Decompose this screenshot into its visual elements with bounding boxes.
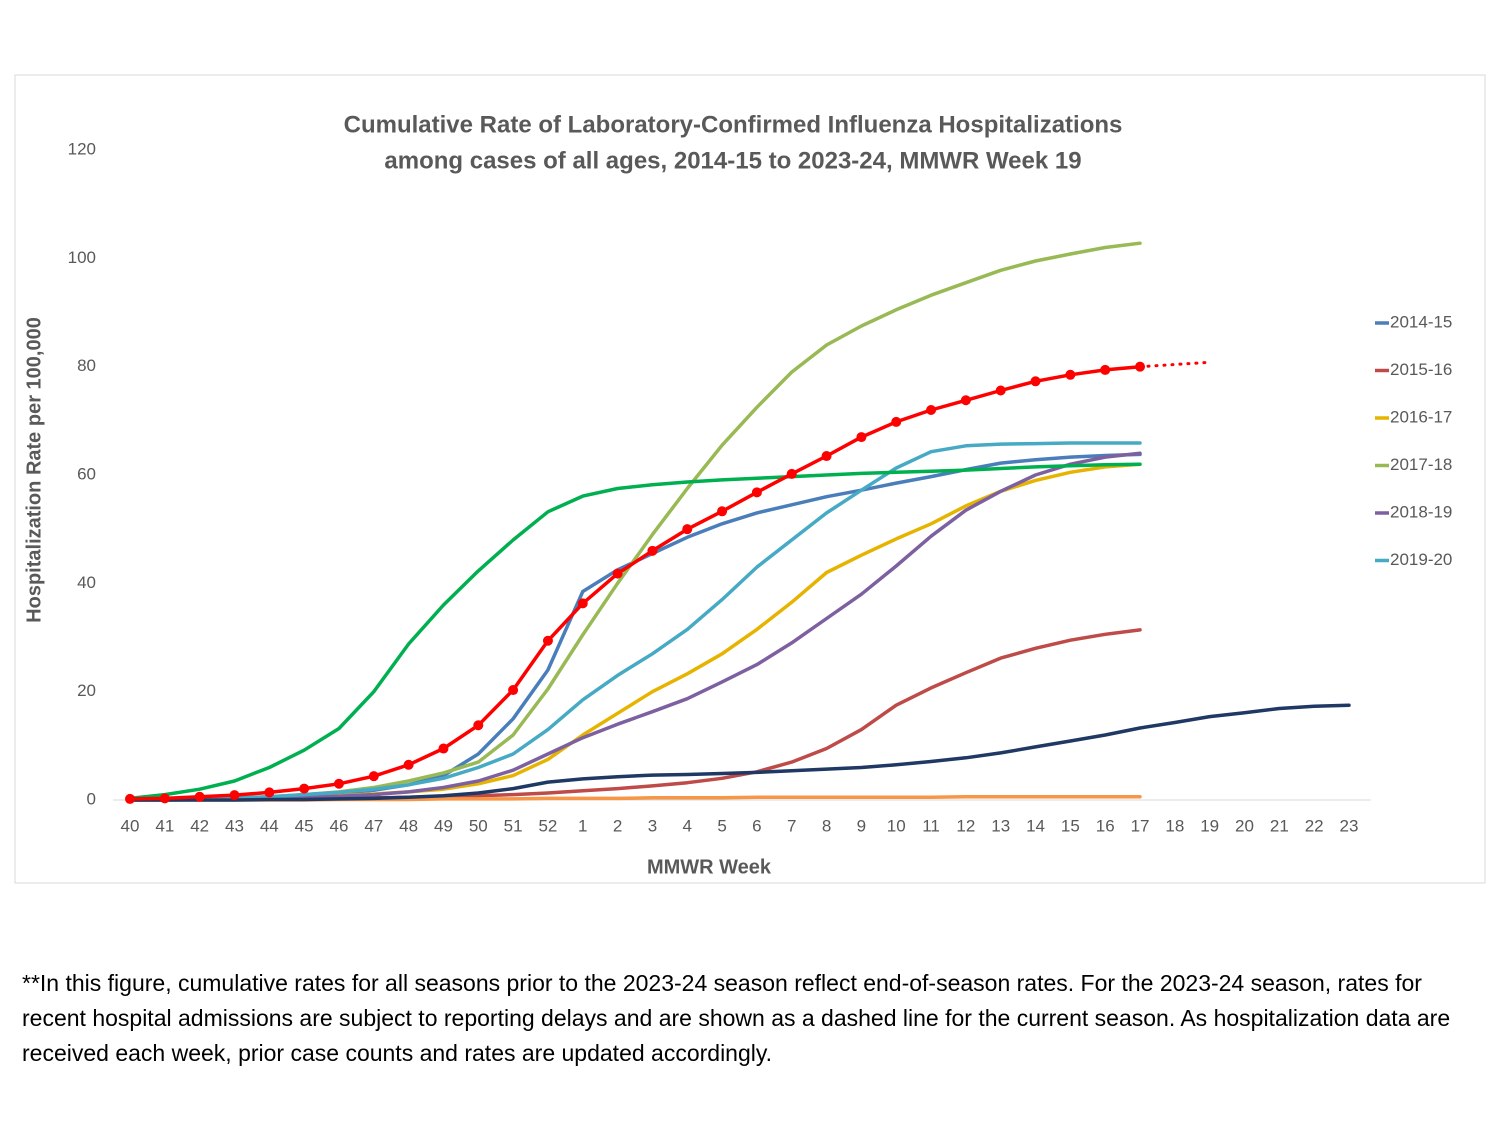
x-tick-label: 13 — [991, 816, 1010, 835]
point — [368, 771, 379, 782]
point — [438, 743, 449, 754]
point — [1030, 376, 1041, 387]
legend-label: 2019-20 — [1390, 550, 1452, 569]
series-line — [1138, 360, 1212, 369]
y-tick-label: 80 — [77, 356, 96, 375]
y-tick-label: 20 — [77, 681, 96, 700]
series-line — [128, 441, 1142, 802]
series-line — [128, 462, 1142, 801]
x-tick-label: 42 — [190, 816, 209, 835]
legend-label: 2017-18 — [1390, 455, 1452, 474]
point — [264, 787, 275, 798]
x-tick-label: 4 — [683, 816, 692, 835]
x-tick-label: 51 — [504, 816, 523, 835]
x-tick-label: 9 — [857, 816, 866, 835]
point — [1065, 369, 1076, 380]
point — [159, 793, 170, 804]
chart-title: Cumulative Rate of Laboratory-Confirmed … — [344, 111, 1123, 138]
point — [125, 793, 135, 804]
x-tick-label: 21 — [1270, 816, 1289, 835]
legend-label: 2015-16 — [1390, 360, 1452, 379]
point — [821, 451, 832, 462]
x-tick-label: 11 — [922, 816, 940, 835]
x-tick-label: 3 — [648, 816, 657, 835]
chart: Cumulative Rate of Laboratory-Confirmed … — [14, 74, 1486, 884]
legend-label: 2018-19 — [1390, 502, 1452, 521]
y-tick-label: 60 — [77, 464, 96, 483]
point — [682, 524, 693, 535]
series-line — [128, 703, 1351, 802]
x-tick-label: 2 — [613, 816, 622, 835]
chart-title: among cases of all ages, 2014-15 to 2023… — [384, 147, 1081, 174]
series-line — [128, 364, 1142, 801]
x-tick-label: 15 — [1061, 816, 1080, 835]
point — [926, 405, 937, 415]
y-tick-label: 100 — [68, 248, 96, 267]
series-line — [128, 451, 1142, 802]
point — [717, 506, 728, 517]
point — [508, 685, 519, 696]
point — [473, 720, 484, 731]
x-tick-label: 52 — [538, 816, 557, 835]
point — [299, 783, 310, 794]
point — [333, 778, 344, 789]
x-tick-label: 44 — [260, 816, 279, 835]
y-tick-label: 120 — [68, 139, 96, 158]
y-tick-label: 40 — [77, 573, 96, 592]
x-tick-label: 41 — [155, 816, 174, 835]
point — [751, 487, 762, 498]
point — [542, 635, 553, 646]
point — [194, 791, 205, 802]
x-tick-label: 20 — [1235, 816, 1254, 835]
point — [891, 416, 902, 427]
point — [612, 568, 623, 579]
x-tick-label: 6 — [752, 816, 761, 835]
x-tick-label: 1 — [578, 816, 587, 835]
x-tick-label: 18 — [1165, 816, 1184, 835]
point — [786, 468, 797, 479]
point — [1100, 364, 1111, 375]
point — [995, 385, 1006, 396]
legend-label: 2014-15 — [1390, 312, 1452, 331]
x-tick-label: 14 — [1026, 816, 1045, 835]
footnote: **In this figure, cumulative rates for a… — [22, 970, 1451, 1066]
x-tick-label: 47 — [364, 816, 383, 835]
x-tick-label: 19 — [1200, 816, 1219, 835]
x-tick-label: 7 — [787, 816, 796, 835]
x-tick-label: 16 — [1096, 816, 1115, 835]
x-tick-label: 40 — [121, 816, 140, 835]
x-tick-label: 23 — [1340, 816, 1359, 835]
y-tick-label: 0 — [87, 789, 96, 808]
point — [960, 395, 971, 406]
point — [229, 790, 240, 801]
point — [403, 759, 414, 770]
x-tick-label: 8 — [822, 816, 831, 835]
x-axis-label: MMWR Week — [647, 856, 772, 878]
x-tick-label: 46 — [330, 816, 349, 835]
point — [577, 598, 588, 609]
x-tick-label: 45 — [295, 816, 314, 835]
y-axis-label: Hospitalization Rate per 100,000 — [23, 317, 45, 623]
x-tick-label: 50 — [469, 816, 488, 835]
x-tick-label: 17 — [1131, 816, 1150, 835]
point — [647, 545, 658, 556]
x-tick-label: 5 — [717, 816, 726, 835]
x-tick-label: 43 — [225, 816, 244, 835]
legend-label: 2016-17 — [1390, 407, 1452, 426]
x-tick-label: 48 — [399, 816, 418, 835]
x-tick-label: 49 — [434, 816, 453, 835]
point — [856, 432, 867, 443]
x-tick-label: 10 — [887, 816, 906, 835]
x-tick-label: 12 — [956, 816, 975, 835]
x-tick-label: 22 — [1305, 816, 1324, 835]
